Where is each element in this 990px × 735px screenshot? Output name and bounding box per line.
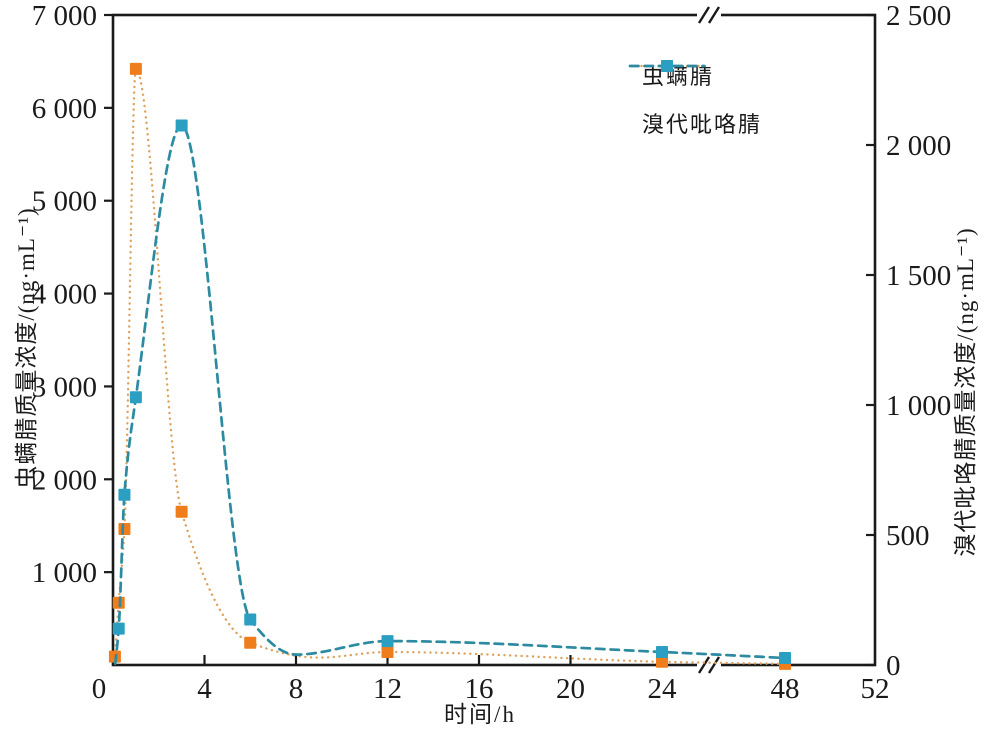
axis-break-bottom-icon — [707, 656, 721, 674]
series-1-marker — [381, 635, 394, 648]
x-tick-label: 48 — [771, 673, 800, 705]
x-tick-label: 8 — [289, 673, 304, 705]
series-0-line — [113, 67, 787, 666]
x-tick-label: 0 — [92, 673, 107, 705]
axis-break-top-icon — [707, 6, 721, 24]
series-0-marker — [175, 505, 188, 518]
series-0-marker — [656, 655, 668, 668]
series-1-line — [113, 124, 787, 666]
y-left-tick-label: 1 000 — [32, 557, 97, 589]
legend: 虫螨腈 溴代吡咯腈 — [628, 58, 762, 154]
series-1-marker — [112, 622, 125, 635]
y-right-tick-label: 0 — [886, 650, 901, 682]
series-1-marker — [129, 391, 142, 404]
axis-break-top-icon-gap — [697, 10, 721, 20]
series-1-marker — [118, 488, 131, 501]
series-1-marker — [656, 646, 668, 658]
y-right-tick-label: 500 — [886, 520, 930, 552]
y-left-tick-label: 3 000 — [32, 371, 97, 403]
x-tick-label: 12 — [373, 673, 402, 705]
y-axis-label-right: 溴代吡咯腈质量浓度/(ng·mL⁻¹) — [953, 227, 978, 557]
legend-label: 溴代吡咯腈 — [642, 112, 763, 137]
y-left-tick-label: 6 000 — [32, 93, 97, 125]
y-axis-label-left: 虫螨腈质量浓度/(ng·mL⁻¹) — [14, 207, 39, 489]
series-1-marker — [244, 613, 257, 626]
y-left-tick-label: 4 000 — [32, 279, 97, 311]
x-tick-label: 52 — [861, 673, 890, 705]
x-tick-label: 20 — [556, 673, 585, 705]
legend-label: 虫螨腈 — [642, 64, 715, 89]
legend-swatch-icon — [628, 60, 706, 72]
x-axis-label: 时间/h — [444, 702, 516, 727]
series-1-marker — [779, 651, 791, 664]
y-right-tick-label: 1 000 — [886, 390, 951, 422]
legend-item-1: 溴代吡咯腈 — [628, 60, 763, 140]
y-left-tick-label: 7 000 — [32, 0, 97, 32]
axis-break-top-icon — [697, 6, 711, 24]
y-right-tick-label: 1 500 — [886, 260, 951, 292]
y-left-tick-label: 5 000 — [32, 186, 97, 218]
y-left-tick-label: 2 000 — [32, 464, 97, 496]
x-tick-label: 24 — [648, 673, 678, 705]
axis-frame — [111, 13, 877, 667]
y-right-tick-label: 2 000 — [886, 130, 951, 162]
x-tick-label: 4 — [197, 673, 212, 705]
series-0-marker — [244, 636, 257, 649]
series-0-marker — [118, 522, 131, 535]
series-1-marker — [175, 119, 188, 132]
axis-break-bottom-icon-gap — [697, 660, 721, 670]
series-0-marker — [129, 62, 142, 75]
axis-break-bottom-icon — [697, 656, 711, 674]
y-right-tick-label: 2 500 — [886, 0, 951, 32]
series-0-marker — [381, 646, 394, 658]
x-tick-label: 16 — [465, 673, 494, 705]
